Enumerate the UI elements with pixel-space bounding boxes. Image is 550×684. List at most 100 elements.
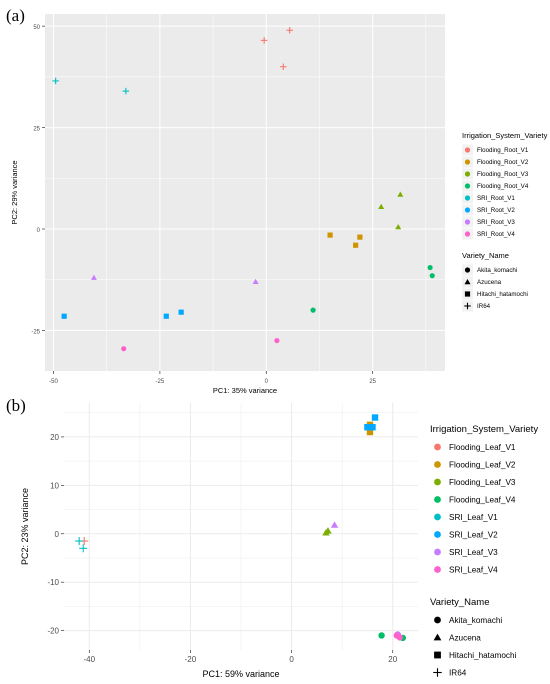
x-tick-label: 0: [289, 655, 294, 664]
y-tick-label: 20: [50, 433, 59, 442]
legend-shape-label: Azucena: [449, 633, 481, 642]
legend-color-label: SRI_Root_V3: [477, 219, 515, 226]
legend-color-label: SRI_Leaf_V3: [449, 548, 498, 557]
data-point: [427, 264, 433, 271]
y-tick-label: -10: [47, 578, 59, 587]
x-tick-label: 0: [265, 379, 269, 385]
legend-shape-label: Akita_komachi: [477, 267, 517, 274]
legend-color-label: SRI_Leaf_V2: [449, 530, 498, 539]
x-axis-title: PC1: 35% variance: [213, 386, 277, 395]
legend-shape-swatch: [434, 616, 441, 624]
legend-color-label: Flooding_Root_V3: [477, 171, 529, 178]
y-axis-title: PC2: 23% variance: [20, 488, 30, 565]
legend-color-swatch: [464, 183, 471, 189]
legend-shape-swatch: [464, 302, 471, 310]
data-point: [310, 307, 316, 313]
x-tick-label: -40: [84, 655, 96, 664]
data-point: [378, 203, 385, 209]
data-point: [378, 632, 385, 639]
panel-a-label: (a): [6, 6, 25, 25]
x-tick-label: 25: [369, 379, 376, 385]
legend-color-label: Flooding_Leaf_V4: [449, 495, 516, 504]
legend-color-label: Flooding_Leaf_V1: [449, 443, 516, 452]
data-point: [353, 242, 359, 248]
legend-shape-swatch: [434, 651, 441, 659]
legend-shape-label: IR64: [449, 668, 467, 677]
legend-shape-swatch: [464, 279, 471, 285]
legend-color-swatch: [434, 548, 441, 556]
legend-color-swatch: [464, 171, 471, 177]
legend-color-swatch: [434, 443, 441, 451]
y-tick-label: 0: [55, 530, 60, 539]
legend-color-label: Flooding_Root_V1: [477, 147, 529, 154]
legend-color-swatch: [464, 159, 471, 165]
data-point: [366, 428, 374, 436]
data-point: [330, 521, 339, 528]
data-point: [396, 634, 403, 641]
plot-panel: [45, 14, 445, 371]
data-point: [286, 26, 293, 34]
color-legend-title: Irrigation_System_Variety: [462, 131, 548, 140]
legend-color-label: SRI_Leaf_V1: [449, 513, 498, 522]
data-point: [395, 223, 402, 230]
color-legend-title: Irrigation_System_Variety: [430, 424, 538, 435]
data-point: [280, 63, 287, 70]
legend-shape-swatch: [433, 633, 442, 641]
data-point: [122, 87, 130, 95]
x-tick-label: -50: [49, 379, 58, 385]
legend-color-swatch: [464, 147, 471, 153]
legend-color-swatch: [434, 531, 441, 538]
data-point: [274, 337, 280, 344]
data-point: [397, 191, 404, 197]
data-point: [364, 424, 371, 431]
legend-color-swatch: [434, 461, 441, 468]
y-tick-label: 25: [33, 127, 40, 133]
x-tick-label: 20: [388, 655, 397, 664]
panel-b-label: (b): [6, 396, 26, 415]
legend-shape-label: Azucena: [477, 279, 502, 286]
data-point: [90, 274, 97, 280]
legend-shape-swatch: [433, 668, 442, 677]
y-tick-label: 10: [50, 481, 59, 490]
legend-color-swatch: [464, 207, 471, 213]
data-point: [260, 37, 268, 44]
data-point: [121, 346, 127, 352]
legend-color-swatch: [464, 195, 471, 201]
data-point: [369, 424, 376, 431]
legend-color-label: SRI_Root_V4: [477, 231, 515, 238]
y-tick-label: 0: [37, 228, 41, 234]
legend-color-label: Flooding_Root_V2: [477, 159, 529, 166]
shape-legend-title: Variety_Name: [462, 251, 509, 260]
legend-shape-swatch: [464, 291, 471, 297]
legend-shape-label: Akita_komachi: [449, 616, 502, 625]
legend-color-swatch: [464, 231, 471, 237]
data-point: [178, 309, 184, 315]
legend-shape-label: IR64: [477, 303, 491, 310]
data-point: [252, 278, 259, 284]
data-point: [357, 234, 363, 240]
y-tick-label: 50: [33, 25, 40, 31]
data-point: [61, 313, 67, 319]
legend-color-label: SRI_Root_V1: [477, 195, 515, 202]
data-point: [163, 313, 169, 319]
legend-color-swatch: [464, 219, 471, 225]
legend-color-label: SRI_Leaf_V4: [449, 565, 498, 574]
data-point: [75, 537, 84, 546]
legend-shape-label: Hitachi_hatamochi: [477, 291, 528, 298]
data-point: [429, 273, 435, 279]
legend-shape-label: Hitachi_hatamochi: [449, 651, 517, 660]
x-tick-label: -20: [185, 655, 197, 664]
legend-color-swatch: [434, 566, 441, 573]
data-point: [79, 544, 88, 553]
y-axis-title: PC2: 29% variance: [10, 160, 19, 224]
data-point: [324, 527, 332, 534]
legend-shape-swatch: [464, 267, 471, 273]
legend-color-label: Flooding_Leaf_V2: [449, 460, 516, 469]
y-tick-label: -20: [47, 627, 59, 636]
x-axis-title: PC1: 59% variance: [202, 669, 279, 679]
data-point: [327, 232, 333, 238]
data-point: [52, 77, 59, 85]
data-point: [371, 414, 379, 421]
